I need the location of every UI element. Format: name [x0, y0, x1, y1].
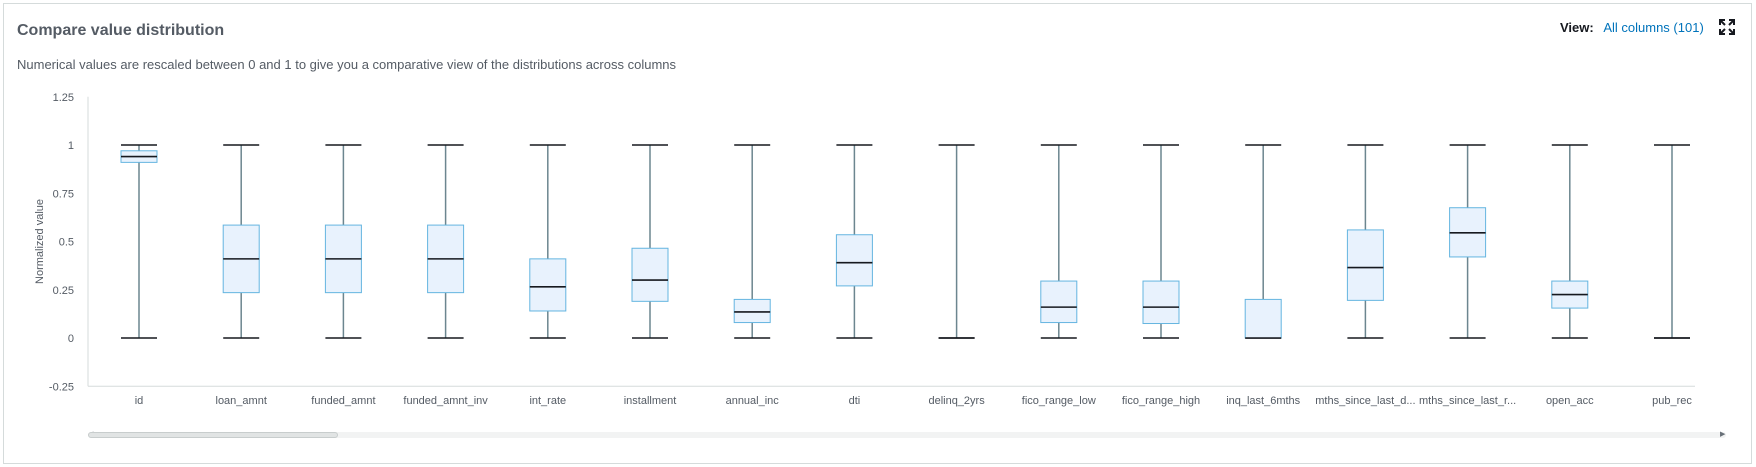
x-tick-label: inq_last_6mths [1226, 395, 1300, 407]
panel-subtitle: Numerical values are rescaled between 0 … [17, 57, 677, 72]
x-tick-label: mths_since_last_d... [1315, 395, 1415, 407]
x-tick-label: funded_amnt_inv [403, 395, 488, 407]
box-group [222, 144, 260, 339]
y-axis-label: Normalized value [34, 199, 46, 284]
box-group [1449, 144, 1487, 339]
box-iqr [631, 247, 669, 302]
box-group [1551, 144, 1589, 339]
y-tick-label: 1.25 [53, 92, 74, 104]
y-tick-label: 0 [68, 333, 74, 345]
x-tick-label: open_acc [1546, 395, 1594, 407]
x-tick-label: mths_since_last_r... [1419, 395, 1516, 407]
x-tick-label: loan_amnt [216, 395, 267, 407]
panel-title: Compare value distribution [17, 22, 225, 39]
view-label: View: [1560, 20, 1594, 35]
scrollbar-thumb[interactable] [88, 432, 338, 438]
box-group [529, 144, 567, 339]
view-columns-link[interactable]: All columns (101) [1603, 20, 1704, 35]
x-tick-label: delinq_2yrs [928, 395, 985, 407]
box-group [324, 144, 362, 339]
x-tick-label: fico_range_high [1122, 395, 1200, 407]
box-group [1040, 144, 1078, 339]
box-group [427, 144, 465, 339]
x-tick-label: funded_amnt [311, 395, 375, 407]
box-group [938, 144, 975, 339]
y-tick-label: 0.5 [59, 237, 74, 249]
expand-icon[interactable] [1719, 19, 1735, 35]
x-tick-label: annual_inc [726, 395, 780, 407]
x-tick-label: dti [849, 395, 861, 407]
box-iqr [835, 234, 873, 287]
x-tick-label: pub_rec [1652, 395, 1692, 407]
box-group [120, 144, 158, 339]
y-tick-label: 0.75 [53, 188, 74, 200]
horizontal-scrollbar[interactable] [88, 432, 1726, 438]
y-tick-label: 0.25 [53, 285, 74, 297]
x-tick-label: id [135, 395, 144, 407]
box-group [1654, 144, 1690, 339]
x-tick-label: installment [624, 395, 677, 407]
box-group [733, 144, 771, 339]
box-group [1142, 144, 1180, 339]
view-selector: View: All columns (101) [1560, 20, 1704, 35]
y-tick-label: 1 [68, 140, 74, 152]
x-tick-label: int_rate [529, 395, 566, 407]
box-iqr [1040, 280, 1078, 324]
box-iqr [733, 298, 771, 324]
box-iqr [1244, 298, 1282, 339]
scroll-right-arrow[interactable]: ▶ [1720, 431, 1726, 438]
box-iqr [1346, 229, 1384, 301]
x-tick-label: fico_range_low [1022, 395, 1096, 407]
box-group [1244, 144, 1282, 339]
box-iqr [529, 258, 567, 312]
box-iqr [1142, 280, 1180, 325]
y-tick-label: -0.25 [49, 381, 74, 393]
box-group [835, 144, 873, 339]
box-group [1346, 144, 1384, 339]
box-group [631, 144, 669, 339]
